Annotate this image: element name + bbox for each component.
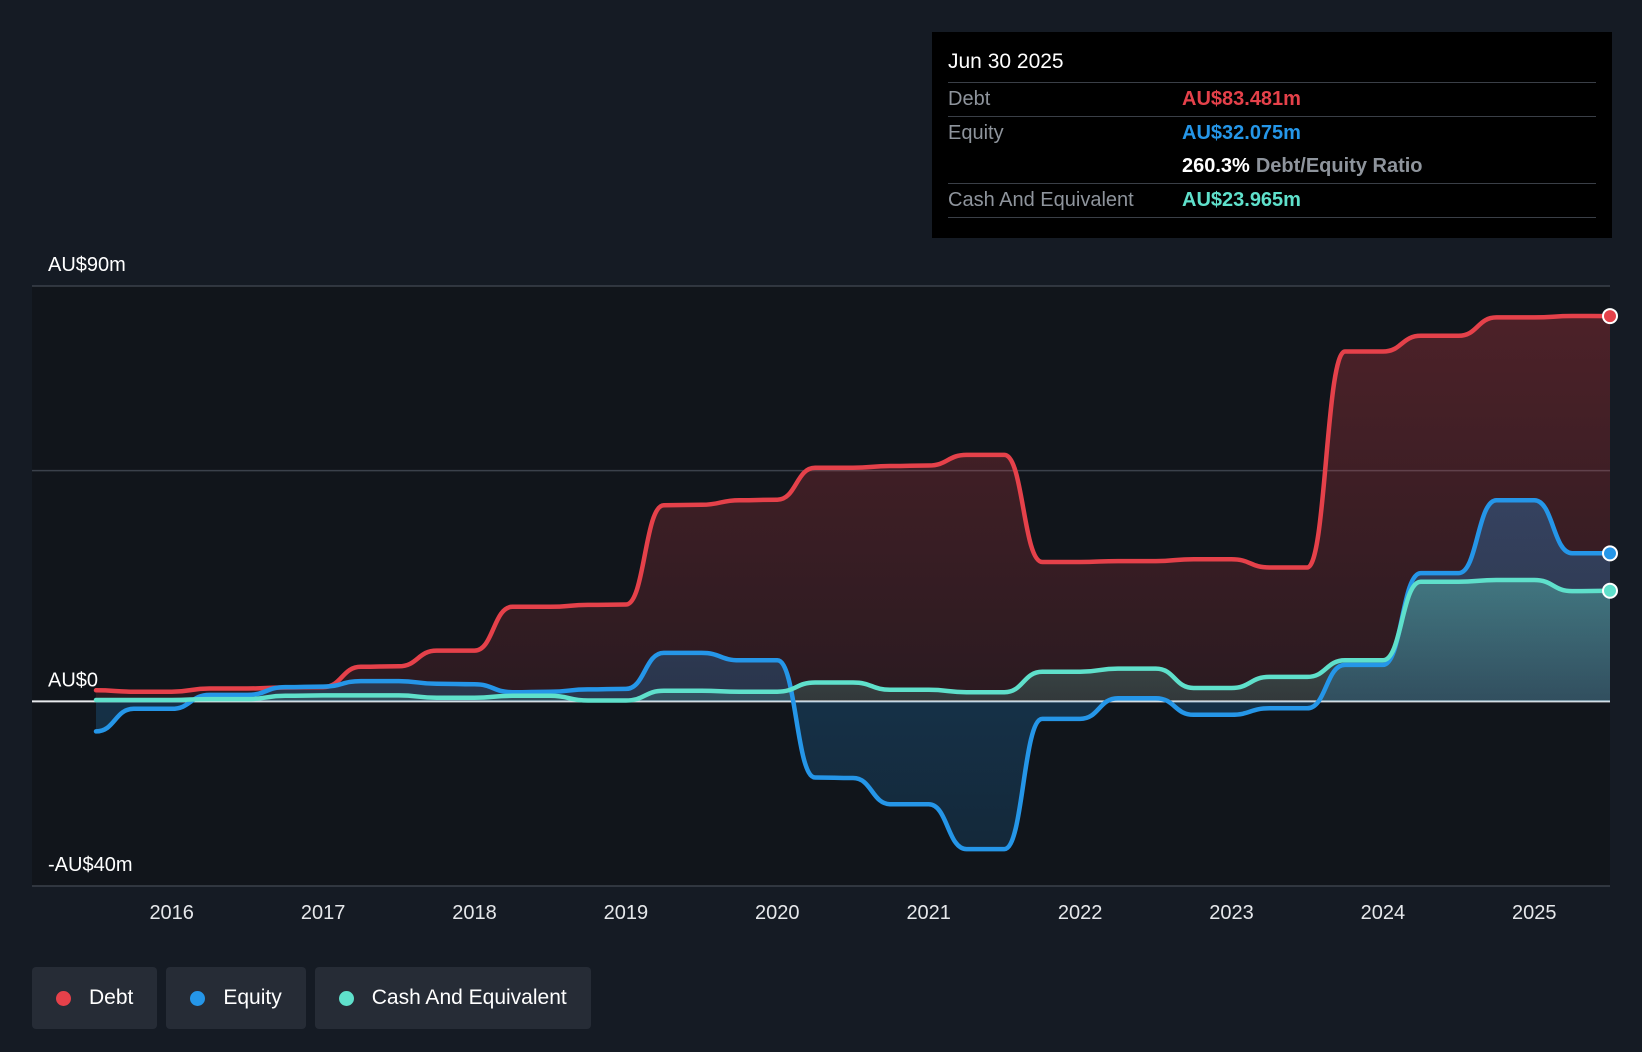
debt-area (96, 316, 1610, 702)
y-axis-labels: AU$90m AU$0 -AU$40m (48, 254, 132, 876)
x-tick-label: 2017 (301, 902, 346, 924)
legend-item-equity[interactable]: Equity (166, 967, 306, 1029)
tooltip-cash-label: Cash And Equivalent (948, 189, 1134, 211)
x-tick-label: 2025 (1512, 902, 1557, 924)
tooltip-ratio-spacer (948, 150, 1182, 183)
debt-line (93, 313, 1613, 694)
x-tick-label: 2020 (755, 902, 800, 924)
tooltip-date: Jun 30 2025 (948, 46, 1596, 83)
x-tick-label: 2016 (149, 902, 194, 924)
equity-line (93, 497, 1613, 852)
x-tick-label: 2024 (1361, 902, 1406, 924)
legend-item-debt[interactable]: Debt (32, 967, 158, 1029)
tooltip-row-cash: Cash And Equivalent AU$23.965m (948, 184, 1596, 218)
tooltip-row-ratio: 260.3% Debt/Equity Ratio (948, 150, 1596, 184)
debt-end-marker (1602, 308, 1618, 325)
tooltip-debt-label: Debt (948, 88, 991, 110)
y-axis-label: -AU$40m (48, 854, 132, 876)
tooltip-equity-value: AU$32.075m (1182, 122, 1301, 144)
marker-layer (1602, 308, 1618, 599)
tooltip-equity-label: Equity (948, 122, 1004, 144)
line-layer (93, 313, 1613, 852)
cash-end-marker (1602, 582, 1618, 599)
x-tick-label: 2023 (1209, 902, 1254, 924)
legend-label-cash: Cash And Equivalent (371, 986, 567, 1009)
x-tick-label: 2022 (1058, 902, 1103, 924)
y-axis-label: AU$90m (48, 254, 126, 276)
debt-dot-icon (56, 990, 71, 1006)
cash-dot-icon (338, 990, 354, 1006)
x-tick-label: 2019 (604, 902, 649, 924)
y-axis-label: AU$0 (48, 669, 98, 691)
legend: Debt Equity Cash And Equivalent (32, 967, 591, 1029)
tooltip-row-equity: Equity AU$32.075m (948, 117, 1596, 150)
tooltip-ratio-value: 260.3% (1182, 155, 1250, 177)
equity-end-marker (1602, 545, 1618, 562)
legend-item-cash[interactable]: Cash And Equivalent (314, 967, 591, 1029)
tooltip-row-debt: Debt AU$83.481m (948, 83, 1596, 117)
x-axis-ticks: 2016 2017 2018 2019 2020 2021 2022 2023 2024 2025 (149, 902, 1556, 924)
tooltip-ratio-label: Debt/Equity Ratio (1255, 155, 1423, 177)
tooltip-cash-value: AU$23.965m (1182, 189, 1301, 211)
tooltip-debt-value: AU$83.481m (1182, 88, 1301, 110)
cash-line (93, 577, 1613, 703)
legend-label-equity: Equity (223, 986, 282, 1009)
legend-label-debt: Debt (89, 986, 134, 1009)
cash-area (96, 580, 1610, 702)
area-layer (96, 316, 1610, 850)
x-tick-label: 2021 (906, 902, 951, 924)
x-tick-label: 2018 (452, 902, 497, 924)
equity-dot-icon (190, 990, 206, 1006)
tooltip-panel: Jun 30 2025 Debt AU$83.481m Equity AU$32… (932, 32, 1612, 238)
